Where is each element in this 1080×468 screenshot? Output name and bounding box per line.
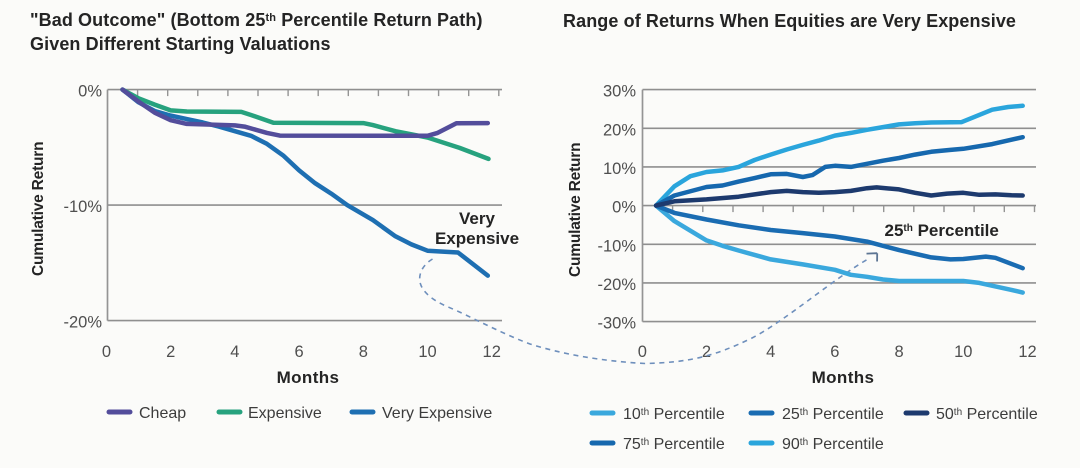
svg-text:2: 2 bbox=[702, 343, 711, 361]
svg-text:10th Percentile: 10th Percentile bbox=[623, 406, 725, 423]
svg-text:-10%: -10% bbox=[63, 198, 102, 216]
svg-text:0: 0 bbox=[638, 343, 647, 361]
svg-text:50th Percentile: 50th Percentile bbox=[936, 406, 1038, 423]
svg-text:Expensive: Expensive bbox=[248, 405, 322, 422]
svg-text:30%: 30% bbox=[603, 83, 636, 101]
svg-text:10%: 10% bbox=[603, 160, 636, 178]
svg-text:10: 10 bbox=[954, 343, 972, 361]
svg-text:8: 8 bbox=[895, 343, 904, 361]
svg-text:"Bad Outcome" (Bottom 25th Per: "Bad Outcome" (Bottom 25th Percentile Re… bbox=[30, 10, 483, 30]
svg-text:Cumulative Return: Cumulative Return bbox=[30, 142, 47, 276]
svg-text:2: 2 bbox=[166, 343, 175, 361]
svg-text:0: 0 bbox=[102, 343, 111, 361]
svg-text:25th Percentile: 25th Percentile bbox=[885, 221, 999, 240]
svg-text:Months: Months bbox=[812, 368, 875, 387]
svg-text:6: 6 bbox=[295, 343, 304, 361]
svg-text:-20%: -20% bbox=[63, 314, 102, 332]
svg-text:6: 6 bbox=[830, 343, 839, 361]
svg-text:25th Percentile: 25th Percentile bbox=[782, 406, 884, 423]
svg-text:0%: 0% bbox=[612, 199, 636, 217]
svg-text:Very: Very bbox=[459, 209, 495, 228]
svg-text:Months: Months bbox=[277, 368, 340, 387]
svg-text:8: 8 bbox=[359, 343, 368, 361]
svg-text:Given Different Starting Valua: Given Different Starting Valuations bbox=[30, 34, 331, 54]
svg-text:Cheap: Cheap bbox=[139, 405, 186, 422]
svg-text:Very Expensive: Very Expensive bbox=[382, 405, 492, 422]
svg-text:Cumulative Return: Cumulative Return bbox=[567, 143, 584, 277]
svg-text:-20%: -20% bbox=[597, 276, 636, 294]
svg-text:Expensive: Expensive bbox=[435, 229, 519, 248]
svg-text:4: 4 bbox=[230, 343, 239, 361]
svg-text:90th Percentile: 90th Percentile bbox=[782, 436, 884, 453]
svg-text:20%: 20% bbox=[603, 121, 636, 139]
svg-text:12: 12 bbox=[483, 343, 501, 361]
svg-text:4: 4 bbox=[766, 343, 775, 361]
svg-text:0%: 0% bbox=[78, 83, 102, 101]
svg-text:-10%: -10% bbox=[597, 237, 636, 255]
svg-text:10: 10 bbox=[418, 343, 436, 361]
svg-text:12: 12 bbox=[1018, 343, 1036, 361]
svg-text:-30%: -30% bbox=[597, 315, 636, 333]
svg-text:75th Percentile: 75th Percentile bbox=[623, 436, 725, 453]
svg-text:Range of Returns When Equities: Range of Returns When Equities are Very … bbox=[563, 11, 1016, 31]
